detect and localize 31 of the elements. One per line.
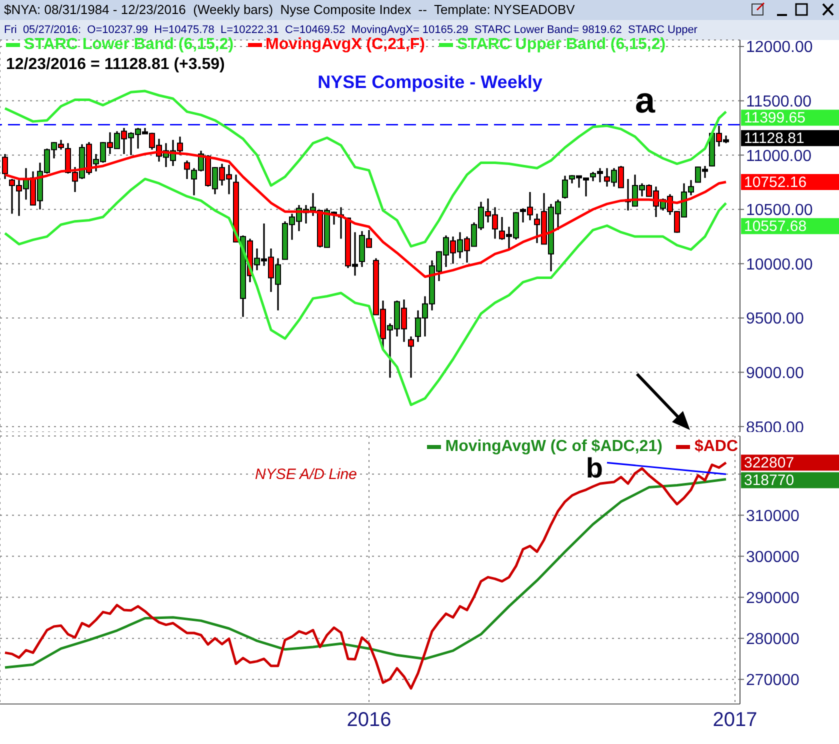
y-tick-label: 9500.00 <box>746 310 804 328</box>
candlestick <box>408 336 414 379</box>
y-tick-label: 11000.00 <box>746 148 812 165</box>
y-tick-label: 12000.00 <box>746 39 813 56</box>
candlestick <box>562 174 568 200</box>
x-tick-label: 2017 <box>712 709 758 732</box>
y-tick-label: 10500.00 <box>746 202 813 220</box>
x-tick-label: 2016 <box>346 709 392 732</box>
annotation: NYSE A/D Line <box>255 466 357 483</box>
ref-line-label: a <box>634 80 656 121</box>
y-tick-label: 10000.00 <box>746 256 813 274</box>
data-label: 318770 <box>744 472 794 490</box>
y-tick-label: 310000 <box>746 508 800 525</box>
data-label: 11399.65 <box>744 110 806 127</box>
annotation: 12/23/2016 = 11128.81 (+3.59) <box>6 56 225 74</box>
legend-label: $ADC <box>693 438 738 456</box>
y-tick-label: 9000.00 <box>746 364 804 382</box>
text: $NYA: 08/31/1984 - 12/23/2016 (Weekly bars) Nyse Composite Index -- Template: NYSEADOBV <box>0 0 839 20</box>
line-series <box>4 178 728 406</box>
text: NYSE Composite - Weekly <box>318 72 542 92</box>
data-label: 10557.68 <box>744 218 807 236</box>
y-tick-label: 270000 <box>746 672 800 690</box>
y-tick-label: 290000 <box>746 590 800 607</box>
candlestick <box>184 160 190 180</box>
y-tick-label: 300000 <box>746 548 800 566</box>
text: 11128.81 <box>744 130 804 148</box>
line-series <box>4 478 728 669</box>
data-label: 10752.16 <box>744 174 807 192</box>
data-label: 322807 <box>744 454 794 472</box>
y-tick-label: 11500.00 <box>746 93 812 110</box>
y-tick-label: 280000 <box>746 631 800 648</box>
